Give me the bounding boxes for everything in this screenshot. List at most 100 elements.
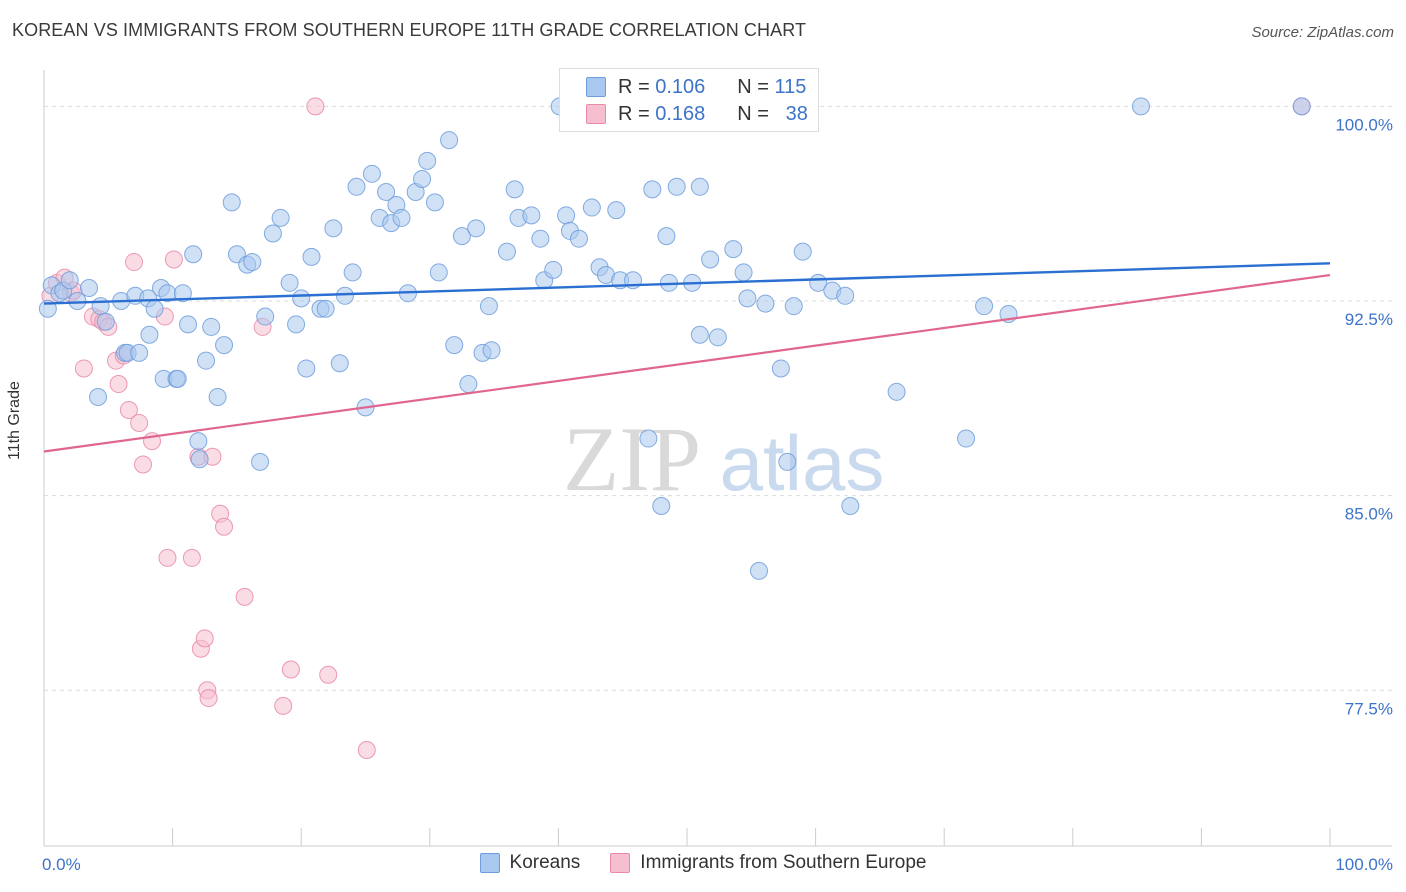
legend-item-immigrants: Immigrants from Southern Europe <box>610 852 926 874</box>
koreans-point <box>197 351 216 370</box>
y-tick-label: 100.0% <box>1335 115 1393 134</box>
immigrants-point <box>109 375 128 394</box>
koreans-point <box>607 201 626 220</box>
immigrants-point <box>199 689 218 708</box>
koreans-point <box>690 177 709 196</box>
koreans-point <box>429 263 448 282</box>
koreans-point <box>771 359 790 378</box>
koreans-point <box>302 247 321 266</box>
r-label: R = <box>618 102 650 125</box>
koreans-point <box>1292 97 1311 116</box>
koreans-point <box>280 273 299 292</box>
koreans-point <box>479 297 498 316</box>
koreans-point <box>271 208 290 227</box>
koreans-point <box>557 206 576 225</box>
immigrants-swatch <box>610 853 631 873</box>
axes <box>43 70 1392 847</box>
koreans-point <box>544 260 563 279</box>
koreans-point <box>392 208 411 227</box>
koreans-point <box>750 561 769 580</box>
source-label: Source: ZipAtlas.com <box>1251 24 1394 41</box>
series-koreans-points <box>38 97 1311 580</box>
koreans-point <box>287 315 306 334</box>
koreans-point <box>80 279 99 298</box>
y-tick-label: 92.5% <box>1345 310 1393 329</box>
koreans-point <box>497 242 516 261</box>
koreans-point <box>362 164 381 183</box>
immigrants-point <box>215 517 234 536</box>
x-tick-label: 100.0% <box>1335 855 1393 874</box>
koreans-point <box>1131 97 1150 116</box>
koreans-point <box>140 325 159 344</box>
legend-row-immigrants: R = 0.168 N = 38 <box>586 102 808 126</box>
koreans-point <box>145 299 164 318</box>
koreans-point <box>724 240 743 259</box>
immigrants-point <box>119 400 138 419</box>
r-value: 0.168 <box>655 102 706 125</box>
watermark: ZIP atlas <box>563 408 884 510</box>
koreans-point <box>343 263 362 282</box>
koreans-point <box>335 286 354 305</box>
n-value: 38 <box>785 102 808 125</box>
immigrants-point <box>235 587 254 606</box>
y-tick-label: 85.0% <box>1345 505 1393 524</box>
koreans-point <box>531 229 550 248</box>
koreans-point <box>297 359 316 378</box>
koreans-point <box>734 263 753 282</box>
koreans-point <box>836 286 855 305</box>
koreans-point <box>708 328 727 347</box>
koreans-point <box>184 245 203 264</box>
koreans-point <box>440 131 459 150</box>
koreans-point <box>202 317 221 336</box>
koreans-point <box>425 193 444 212</box>
immigrants-point <box>357 740 376 759</box>
koreans-point <box>459 375 478 394</box>
koreans-point <box>215 336 234 355</box>
immigrants-point <box>134 455 153 474</box>
immigrants-point <box>164 250 183 269</box>
koreans-point <box>418 151 437 170</box>
r-label: R = <box>618 75 650 98</box>
koreans-point <box>168 369 187 388</box>
n-label: N = <box>737 102 769 125</box>
koreans-point <box>347 177 366 196</box>
koreans-point <box>793 242 812 261</box>
koreans-point <box>482 341 501 360</box>
koreans-point <box>130 343 149 362</box>
koreans-point <box>190 450 209 469</box>
koreans-point <box>887 382 906 401</box>
koreans-point <box>413 170 432 189</box>
koreans-point <box>189 432 208 451</box>
watermark-atlas: atlas <box>720 419 885 507</box>
x-tick-label: 0.0% <box>42 855 81 874</box>
trend-lines <box>43 262 1331 453</box>
koreans-point <box>324 219 343 238</box>
koreans-point <box>96 312 115 331</box>
immigrants-point <box>274 696 293 715</box>
koreans-point <box>292 289 311 308</box>
r-value: 0.106 <box>655 75 706 98</box>
koreans-point <box>256 307 275 326</box>
immigrants-point <box>281 660 300 679</box>
koreans-point <box>208 388 227 407</box>
koreans-point <box>975 297 994 316</box>
koreans-point <box>505 180 524 199</box>
koreans-point <box>652 497 671 516</box>
immigrants-point <box>74 359 93 378</box>
koreans-point <box>316 299 335 318</box>
legend-row-koreans: R = 0.106 N = 115 <box>586 75 806 99</box>
koreans-point <box>377 182 396 201</box>
immigrants-point <box>158 548 177 567</box>
koreans-point <box>756 294 775 313</box>
koreans-swatch <box>479 853 500 873</box>
koreans-point <box>243 253 262 272</box>
koreans-point <box>467 219 486 238</box>
immigrants-point <box>319 665 338 684</box>
koreans-point <box>841 497 860 516</box>
legend-label: Koreans <box>509 852 581 873</box>
immigrants-point <box>195 629 214 648</box>
koreans-point <box>690 325 709 344</box>
immigrants-point <box>130 413 149 432</box>
koreans-point <box>452 227 471 246</box>
koreans-point <box>222 193 241 212</box>
